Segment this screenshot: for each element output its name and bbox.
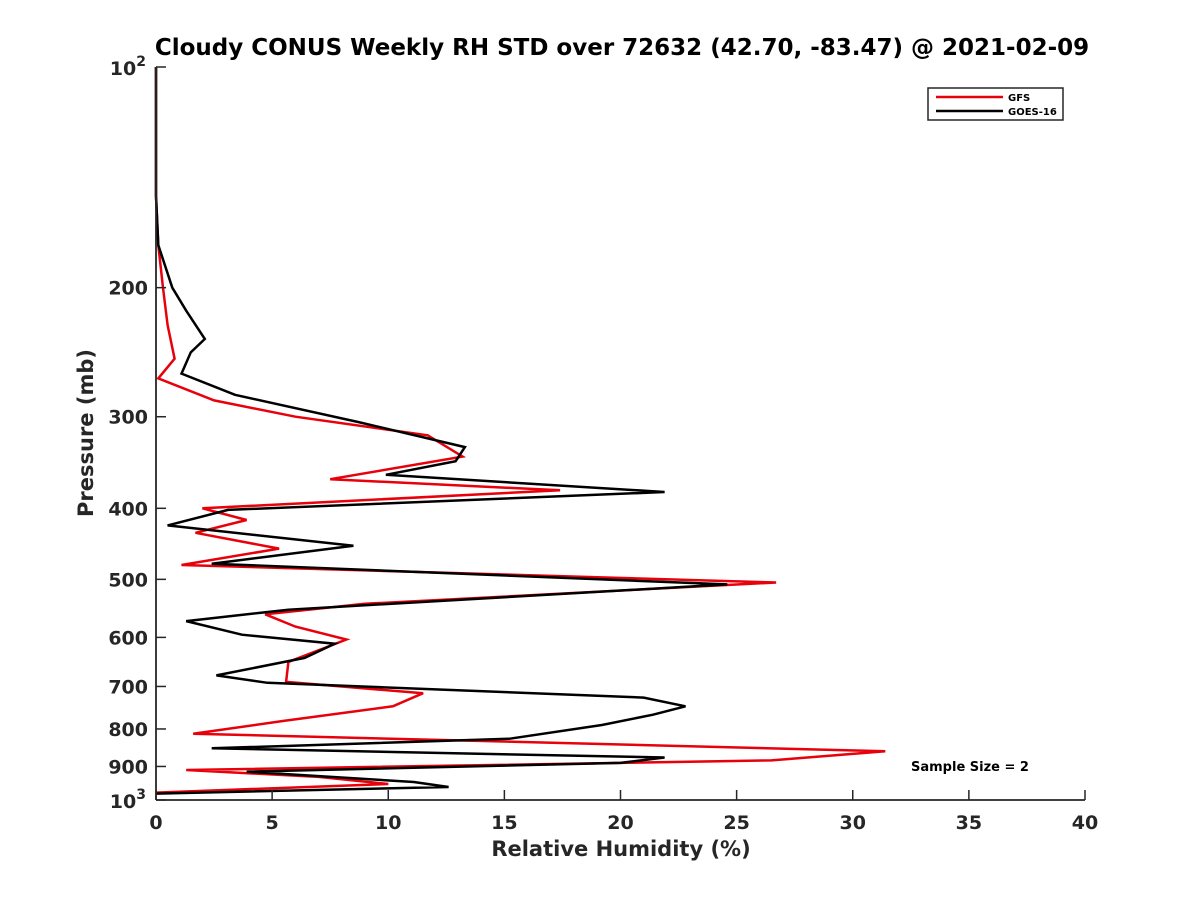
legend-box [927,87,1064,121]
y-tick-label: 900 [108,756,148,778]
series-line-goes-16 [154,67,728,795]
x-axis-label: Relative Humidity (%) [491,837,750,861]
y-tick-label: 102 [110,54,146,80]
x-tick-label: 10 [375,812,401,834]
y-tick-label: 500 [108,569,148,591]
legend-label-gfs: GFS [1008,93,1030,104]
y-axis-label: Pressure (mb) [74,349,98,517]
x-tick-label: 25 [723,812,749,834]
y-tick-label: 800 [108,719,148,741]
y-tick-label: 700 [108,676,148,698]
x-tick-label: 20 [607,812,633,834]
x-tick-label: 30 [840,812,866,834]
y-tick-label: 200 [108,278,148,300]
x-tick-label: 40 [1072,812,1098,834]
x-tick-label: 5 [266,812,279,834]
y-tick-label: 103 [110,787,146,813]
series-line-gfs [154,67,886,794]
plot-area: 0 5 10 15 20 25 30 35 40 102 200 300 400 500 600 700 800… [108,54,1098,834]
x-tick-label: 0 [149,812,162,834]
y-tick-label: 600 [108,627,148,649]
y-tick-label: 400 [108,498,148,520]
x-tick-label: 35 [956,812,982,834]
chart-title: Cloudy CONUS Weekly RH STD over 72632 (4… [155,35,1089,61]
y-tick-label: 300 [108,407,148,429]
legend-label-goes-16: GOES-16 [1008,107,1057,118]
legend: GFS GOES-16 [927,87,1064,121]
sample-size-annotation: Sample Size = 2 [911,760,1029,775]
x-tick-label: 15 [491,812,517,834]
